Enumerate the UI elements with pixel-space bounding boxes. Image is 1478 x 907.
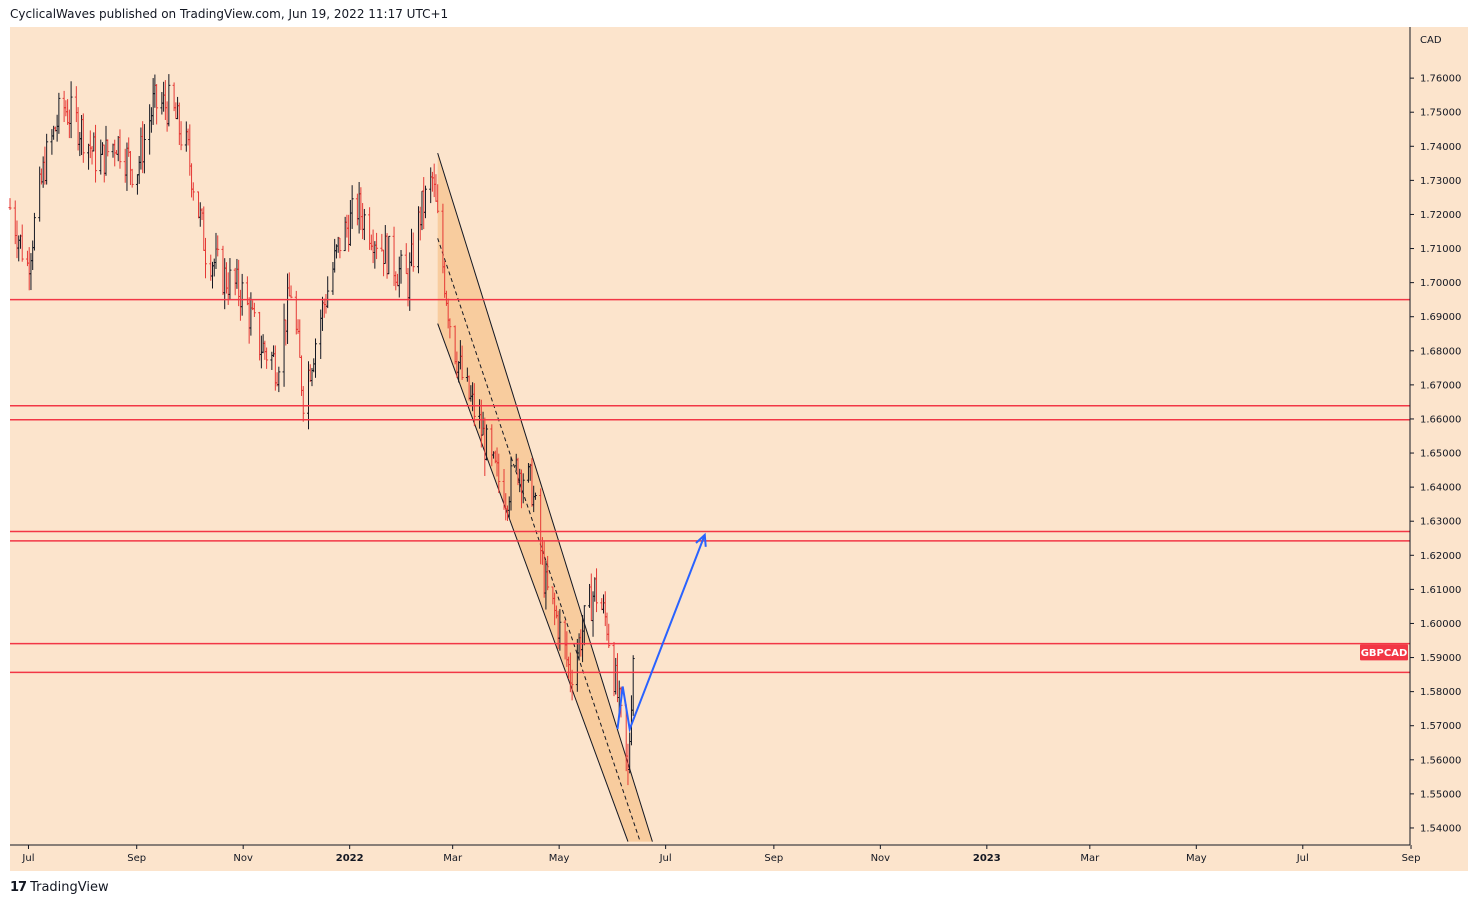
y-tick-label: 1.68000 bbox=[1420, 346, 1461, 357]
x-tick-label: 2023 bbox=[973, 853, 1001, 864]
currency-label: CAD bbox=[1420, 35, 1442, 46]
x-tick-label: May bbox=[1186, 853, 1207, 864]
y-tick-label: 1.57000 bbox=[1420, 721, 1461, 732]
y-tick-label: 1.66000 bbox=[1420, 414, 1461, 425]
chart-layer-channel bbox=[437, 152, 653, 842]
y-tick-label: 1.71000 bbox=[1420, 244, 1461, 255]
y-tick-label: 1.55000 bbox=[1420, 789, 1461, 800]
projection-arrowhead bbox=[695, 532, 707, 547]
y-tick-label: 1.61000 bbox=[1420, 585, 1461, 596]
x-tick-label: May bbox=[549, 853, 570, 864]
price-axis[interactable]: CAD 1.76000 1.75000 1.74000 1.73000 1.72000 1.… bbox=[1409, 27, 1468, 871]
y-tick-label: 1.56000 bbox=[1420, 755, 1461, 766]
y-tick-label: 1.62000 bbox=[1420, 551, 1461, 562]
price-axis-bg bbox=[1410, 27, 1468, 845]
x-tick-label: Jul bbox=[659, 853, 672, 864]
x-tick-label: 2022 bbox=[336, 853, 364, 864]
x-tick-label: Mar bbox=[1080, 853, 1100, 864]
channel-upper-line bbox=[437, 152, 653, 842]
publisher-header: CyclicalWaves published on TradingView.c… bbox=[10, 7, 449, 21]
y-tick-label: 1.58000 bbox=[1420, 687, 1461, 698]
time-axis-bg bbox=[10, 845, 1468, 871]
x-tick-label: Sep bbox=[764, 853, 783, 864]
y-tick-label: 1.64000 bbox=[1420, 483, 1461, 494]
y-tick-label: 1.54000 bbox=[1420, 823, 1461, 834]
y-tick-label: 1.73000 bbox=[1420, 176, 1461, 187]
x-tick-label: Jul bbox=[21, 853, 34, 864]
y-tick-label: 1.60000 bbox=[1420, 619, 1461, 630]
footer-branding[interactable]: 17 TradingView bbox=[10, 880, 109, 895]
x-tick-label: Nov bbox=[233, 853, 253, 864]
x-tick-label: Mar bbox=[443, 853, 463, 864]
x-tick-label: Jul bbox=[1296, 853, 1309, 864]
footer-brand-text: TradingView bbox=[30, 880, 109, 895]
y-tick-label: 1.59000 bbox=[1420, 653, 1461, 664]
projection-path bbox=[616, 534, 706, 733]
y-tick-label: 1.72000 bbox=[1420, 210, 1461, 221]
x-tick-label: Sep bbox=[1402, 853, 1421, 864]
x-tick-label: Nov bbox=[871, 853, 891, 864]
y-tick-label: 1.70000 bbox=[1420, 278, 1461, 289]
channel-midline bbox=[437, 238, 641, 842]
channel-lower-line bbox=[437, 323, 629, 842]
tradingview-logo-icon: 17 bbox=[10, 880, 27, 895]
candles-layer bbox=[8, 74, 635, 786]
symbol-badge-label: GBPCAD bbox=[1361, 648, 1408, 659]
symbol-badge bbox=[1360, 644, 1408, 661]
x-tick-label: Sep bbox=[127, 853, 146, 864]
y-tick-label: 1.67000 bbox=[1420, 380, 1461, 391]
y-tick-label: 1.65000 bbox=[1420, 449, 1461, 460]
y-tick-label: 1.63000 bbox=[1420, 517, 1461, 528]
y-tick-label: 1.74000 bbox=[1420, 142, 1461, 153]
candlestick-chart[interactable]: 1.695011.663891.659751.626971.624221.594… bbox=[0, 0, 1478, 875]
y-tick-label: 1.69000 bbox=[1420, 312, 1461, 323]
y-tick-label: 1.75000 bbox=[1420, 108, 1461, 119]
y-tick-label: 1.76000 bbox=[1420, 74, 1461, 85]
time-axis[interactable]: Jul Sep Nov 2022 Mar May Jul Sep Nov 2023 Mar May Ju… bbox=[10, 844, 1468, 871]
drawings-layer bbox=[616, 532, 707, 733]
plot-area[interactable] bbox=[10, 27, 1410, 845]
